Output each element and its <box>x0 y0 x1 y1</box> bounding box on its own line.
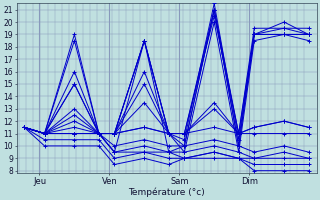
X-axis label: Température (°c): Température (°c) <box>128 187 205 197</box>
